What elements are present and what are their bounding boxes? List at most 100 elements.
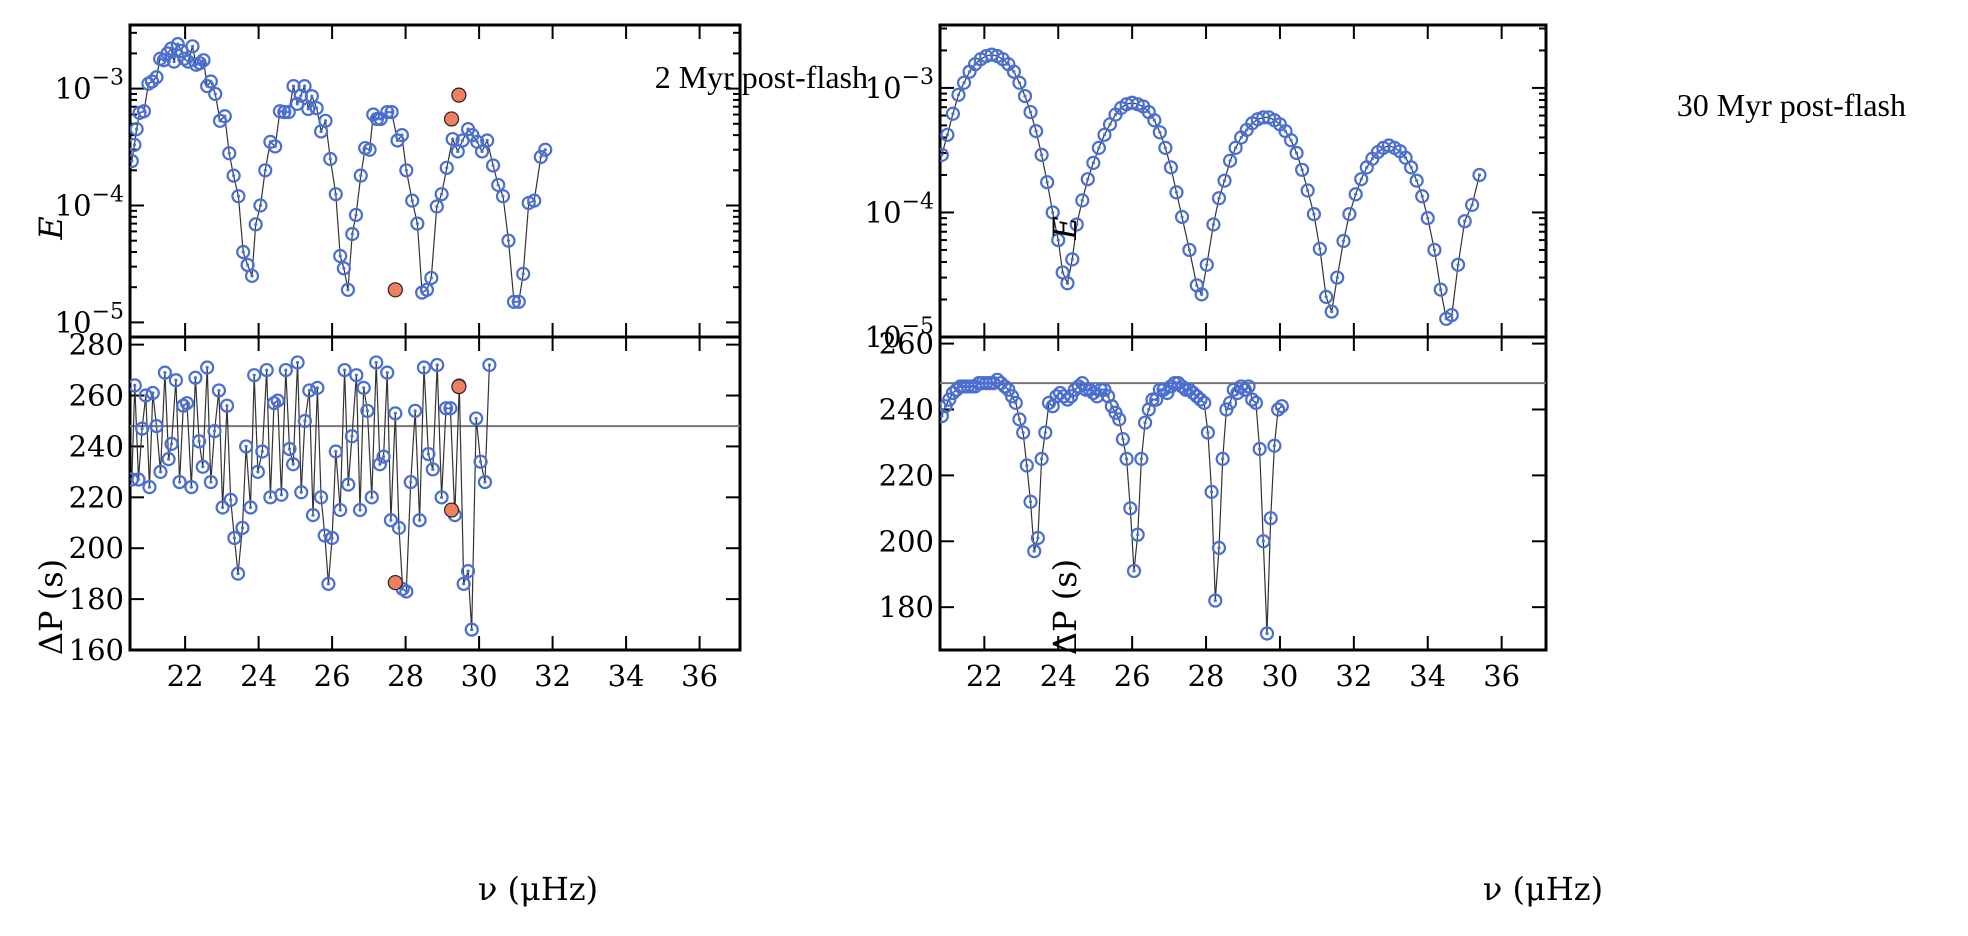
left-bottom-data-point xyxy=(337,362,352,378)
left-top-data-point-center xyxy=(517,300,521,304)
left-bottom-data-point-center xyxy=(140,427,144,431)
left-bottom-data-point xyxy=(425,462,440,477)
right-top-data-point xyxy=(1404,160,1419,175)
left-bottom-data-point xyxy=(456,576,471,591)
left-bottom-data-point-center xyxy=(417,518,422,522)
right-top-data-point-center xyxy=(967,70,972,74)
right-top-data-point-center xyxy=(1409,165,1413,170)
left-bottom-data-point-center xyxy=(193,376,198,380)
right-top-data-point-center xyxy=(1283,129,1288,133)
left-bottom-data-point-center xyxy=(299,490,303,494)
left-top-data-point xyxy=(405,193,420,208)
left-top-data-point xyxy=(353,168,368,183)
right-top-data-point xyxy=(1217,173,1232,188)
left-bottom-ytick-label: 260 xyxy=(69,379,124,413)
right-bottom-data-point-center xyxy=(1246,384,1251,389)
left-bottom-data-point xyxy=(227,530,242,546)
left-top-data-point-center xyxy=(250,274,254,278)
left-bottom-data-point xyxy=(135,421,150,436)
right-top-data-point xyxy=(1348,187,1363,202)
left-bottom-data-point-center xyxy=(178,480,182,484)
left-bottom-data-point xyxy=(328,444,343,459)
right-bottom-data-point xyxy=(1267,438,1282,453)
left-bottom-data-point xyxy=(142,480,157,495)
right-top-data-point-center xyxy=(1398,149,1402,153)
left-top-data-point xyxy=(445,131,460,147)
left-bottom-data-point xyxy=(230,566,246,581)
right-period-spacing-panel: 180 200 220 240 260 22 24 26 28 30 32 34 36 xyxy=(879,327,1548,693)
right-bottom-data-point xyxy=(1016,425,1031,440)
left-bottom-data-point-center xyxy=(133,383,137,387)
left-top-data-point-center xyxy=(440,192,444,196)
left-top-data-point-center xyxy=(328,157,332,161)
left-top-data-point xyxy=(236,244,251,260)
right-bottom-data-point xyxy=(1200,425,1215,440)
right-bottom-ytick-label: 240 xyxy=(879,392,934,426)
right-bottom-data-point-center xyxy=(1040,457,1044,461)
right-bottom-data-point xyxy=(1271,402,1286,417)
right-bottom-data-point xyxy=(1211,540,1227,555)
right-top-data-point-center xyxy=(1147,110,1151,114)
left-bottom-data-point-center xyxy=(136,477,141,482)
left-top-data-point xyxy=(185,39,200,54)
left-bottom-data-point-center xyxy=(404,589,408,594)
left-xtick-label: 22 xyxy=(167,659,204,693)
right-top-data-point xyxy=(1086,155,1101,170)
right-bottom-data-point xyxy=(1137,415,1153,430)
left-bottom-data-point xyxy=(469,411,484,426)
left-bottom-data-point-center xyxy=(448,406,453,410)
left-top-data-point xyxy=(348,207,364,223)
left-bottom-data-point-center xyxy=(252,373,256,377)
left-top-highlighted-point xyxy=(387,282,403,298)
left-bottom-data-point-center xyxy=(163,371,167,375)
left-bottom-data-point xyxy=(369,355,384,370)
left-bottom-data-point xyxy=(421,446,436,462)
left-bottom-data-point-center xyxy=(474,416,478,421)
left-top-data-point xyxy=(253,198,268,213)
right-top-data-point xyxy=(1457,214,1472,229)
left-top-data-point xyxy=(328,187,343,202)
right-top-data-point xyxy=(1211,191,1227,206)
right-bottom-data-point-center xyxy=(1036,536,1040,540)
left-top-data-point xyxy=(394,128,410,143)
right-top-data-point-center xyxy=(1056,238,1060,242)
left-top-data-point-center xyxy=(190,44,195,48)
left-bottom-data-point xyxy=(383,513,399,528)
right-bottom-data-point xyxy=(1208,593,1223,608)
right-bottom-y-axis-label: ΔP (s) xyxy=(1046,559,1084,655)
right-top-data-point-center xyxy=(1324,295,1328,299)
left-bottom-data-point-center xyxy=(248,505,253,510)
left-bottom-data-point-center xyxy=(466,569,470,573)
right-top-data-point-center xyxy=(1370,157,1374,161)
right-bottom-data-point xyxy=(1038,425,1053,440)
right-bottom-data-point xyxy=(1134,451,1149,467)
right-bottom-data-point xyxy=(1256,534,1271,549)
left-top-data-point xyxy=(434,187,449,202)
left-bottom-data-point-center xyxy=(440,495,444,499)
left-top-data-point-center xyxy=(232,174,236,178)
left-bottom-data-point xyxy=(168,373,184,388)
right-xtick-label: 34 xyxy=(1409,659,1446,693)
right-top-data-point-center xyxy=(1012,70,1016,74)
right-bottom-data-point-center xyxy=(1043,430,1047,435)
right-top-data-point-center xyxy=(1102,133,1107,137)
right-top-data-point xyxy=(1069,217,1084,232)
left-top-data-point-center xyxy=(404,168,408,172)
right-top-data-point-center xyxy=(1335,275,1339,280)
left-bottom-data-point-center xyxy=(221,505,225,510)
left-bottom-data-point xyxy=(274,487,289,502)
right-top-data-point xyxy=(1169,185,1184,200)
right-bottom-data-point-center xyxy=(1228,401,1232,405)
right-top-data-point xyxy=(1330,270,1345,285)
left-bottom-data-point xyxy=(223,492,238,507)
left-top-data-point xyxy=(149,70,164,85)
right-bottom-data-point-center xyxy=(1258,447,1262,451)
right-bottom-data-point xyxy=(1241,379,1256,394)
left-top-data-point xyxy=(480,133,495,148)
right-bottom-data-point xyxy=(1215,451,1230,467)
left-bottom-data-point-center xyxy=(483,480,487,484)
right-top-data-point xyxy=(1199,257,1214,272)
left-top-data-point-center xyxy=(299,94,303,98)
left-top-data-point-center xyxy=(379,117,383,121)
left-bottom-data-point xyxy=(153,464,168,479)
